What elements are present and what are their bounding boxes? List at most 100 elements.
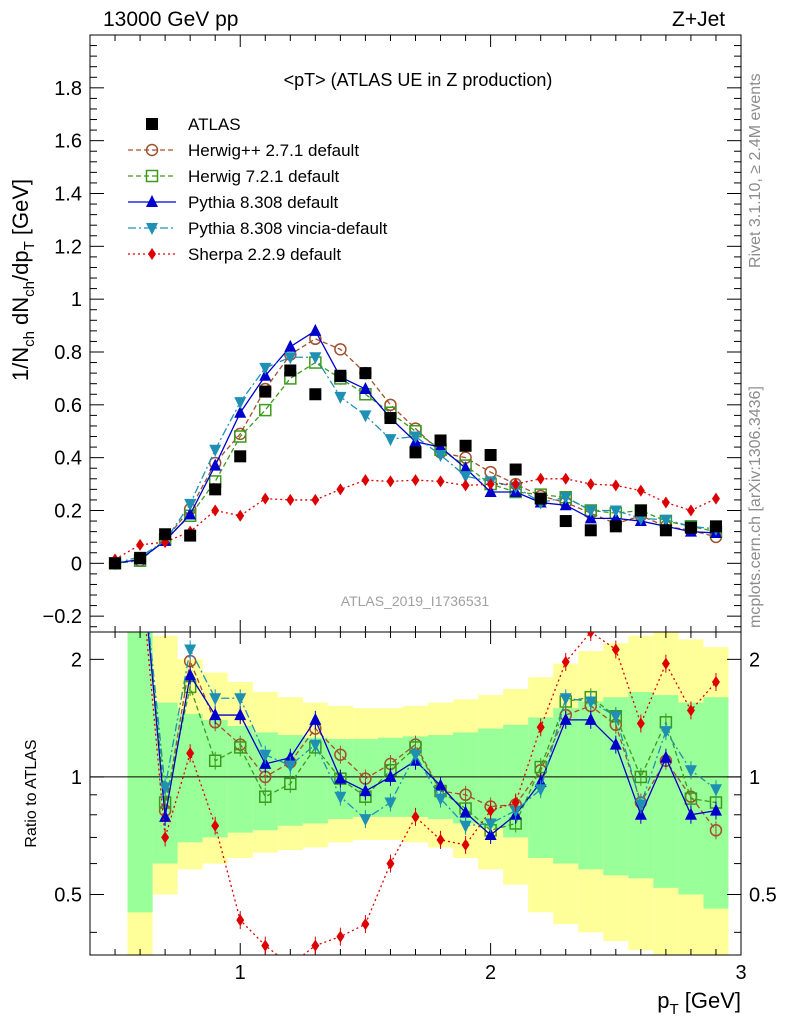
ratio-point: [584, 696, 597, 709]
atlas-point: [384, 412, 397, 425]
ratio-point: [411, 810, 420, 823]
mc-point: [434, 450, 447, 463]
ratio-point: [236, 914, 245, 927]
mc-point: [284, 339, 297, 352]
atlas-point: [659, 524, 672, 537]
ratio-point: [209, 708, 222, 721]
atlas-point: [334, 369, 347, 382]
ratio-point: [309, 739, 322, 752]
mc-point: [659, 514, 672, 527]
ratio-y-tick-label: 1: [71, 767, 82, 789]
mc-point: [334, 391, 347, 404]
ratio-point: [661, 657, 670, 670]
ratio-point: [334, 748, 347, 761]
x-tick-label: 2: [485, 962, 496, 984]
x-tick-label: 1: [235, 962, 246, 984]
mc-point: [209, 458, 222, 471]
ratio-point: [659, 726, 672, 739]
mc-point: [384, 434, 397, 447]
ratio-point: [311, 939, 320, 952]
ratio-point: [584, 712, 597, 725]
ratio-y-tick-label-right: 2: [749, 649, 760, 671]
atlas-point: [584, 524, 597, 537]
ratio-point: [234, 708, 247, 721]
mc-point: [336, 483, 345, 496]
ratio-series-line: [145, 632, 717, 955]
axes-frames: [89, 34, 742, 956]
chart-title: <pT> (ATLAS UE in Z production): [284, 70, 553, 90]
series-line: [114, 361, 717, 564]
atlas-point: [459, 439, 472, 452]
ratio-point: [709, 784, 722, 797]
legend-marker: [146, 118, 158, 130]
ratio-band-inner: [177, 713, 203, 843]
ratio-point: [634, 770, 648, 784]
legend-marker: [145, 143, 159, 157]
atlas-point: [209, 483, 222, 496]
atlas-point: [634, 504, 647, 517]
atlas-point: [159, 528, 172, 541]
mc-point: [136, 538, 145, 551]
y-tick-label: 0.6: [54, 395, 82, 417]
ratio-point: [434, 778, 447, 791]
ratio-y-tick-label: 0.5: [54, 885, 82, 907]
legend-label: Pythia 8.308 vincia-default: [188, 219, 388, 238]
ratio-point: [259, 790, 272, 803]
ratio-point: [211, 819, 220, 832]
mc-point: [559, 492, 572, 505]
ratio-point: [209, 693, 222, 706]
mc-point: [484, 484, 497, 497]
legend-marker: [146, 223, 158, 235]
mc-point: [636, 484, 645, 497]
mc-point: [284, 352, 297, 365]
legend-marker: [146, 195, 158, 207]
ratio-point: [334, 791, 347, 804]
y-tick-label: 1.8: [54, 78, 82, 100]
ratio-point: [384, 769, 397, 782]
mc-point: [411, 474, 420, 487]
y-tick-label: 1.6: [54, 131, 82, 153]
ratio-point: [286, 959, 294, 971]
ratio-point: [261, 939, 270, 952]
ratio-point: [359, 814, 372, 827]
mc-point: [209, 444, 222, 457]
mc-point: [661, 496, 670, 509]
atlas-point: [409, 446, 422, 459]
mc-point: [711, 492, 720, 505]
ratio-point: [609, 737, 622, 750]
atlas-point: [484, 449, 497, 462]
atlas-point: [609, 520, 622, 533]
atlas-point: [359, 367, 372, 380]
axis-text: −0.2 0 0.2 0.4 0.6 0.8 1 1.2 1.4 1.6 1.8 0.5 0.5 1 1 2 2…: [8, 70, 777, 1018]
ratio-point: [561, 655, 570, 668]
ratio-point: [484, 828, 497, 841]
ratio-point: [684, 792, 698, 805]
mc-point: [586, 478, 595, 491]
energy-label: 13000 GeV pp: [103, 8, 239, 31]
ratio-point: [186, 747, 195, 760]
ratio-point: [259, 749, 272, 762]
mc-point: [236, 509, 245, 522]
y-tick-label: 0.4: [54, 448, 82, 470]
ratio-axis-label: Ratio to ATLAS: [23, 739, 40, 847]
ratio-point: [534, 784, 547, 797]
series-line: [114, 356, 717, 564]
ratio-point: [559, 693, 572, 706]
mc-point: [436, 475, 445, 488]
y-axis-label: 1/Nch dNch/dpT [GeV]: [8, 179, 38, 381]
mc-point: [486, 478, 495, 491]
mc-point: [686, 504, 695, 517]
mc-point: [459, 471, 472, 484]
legend-label: ATLAS: [188, 115, 241, 134]
atlas-point: [284, 364, 297, 377]
ratio-point: [461, 838, 470, 851]
y-tick-label: 1.2: [54, 236, 82, 258]
ratio-y-tick-label: 2: [71, 649, 82, 671]
process-label: Z+Jet: [672, 8, 726, 31]
ratio-point: [208, 754, 222, 768]
ratio-point: [361, 918, 370, 931]
legend-marker: [148, 248, 156, 260]
atlas-point: [259, 385, 272, 398]
ratio-point: [511, 796, 520, 809]
